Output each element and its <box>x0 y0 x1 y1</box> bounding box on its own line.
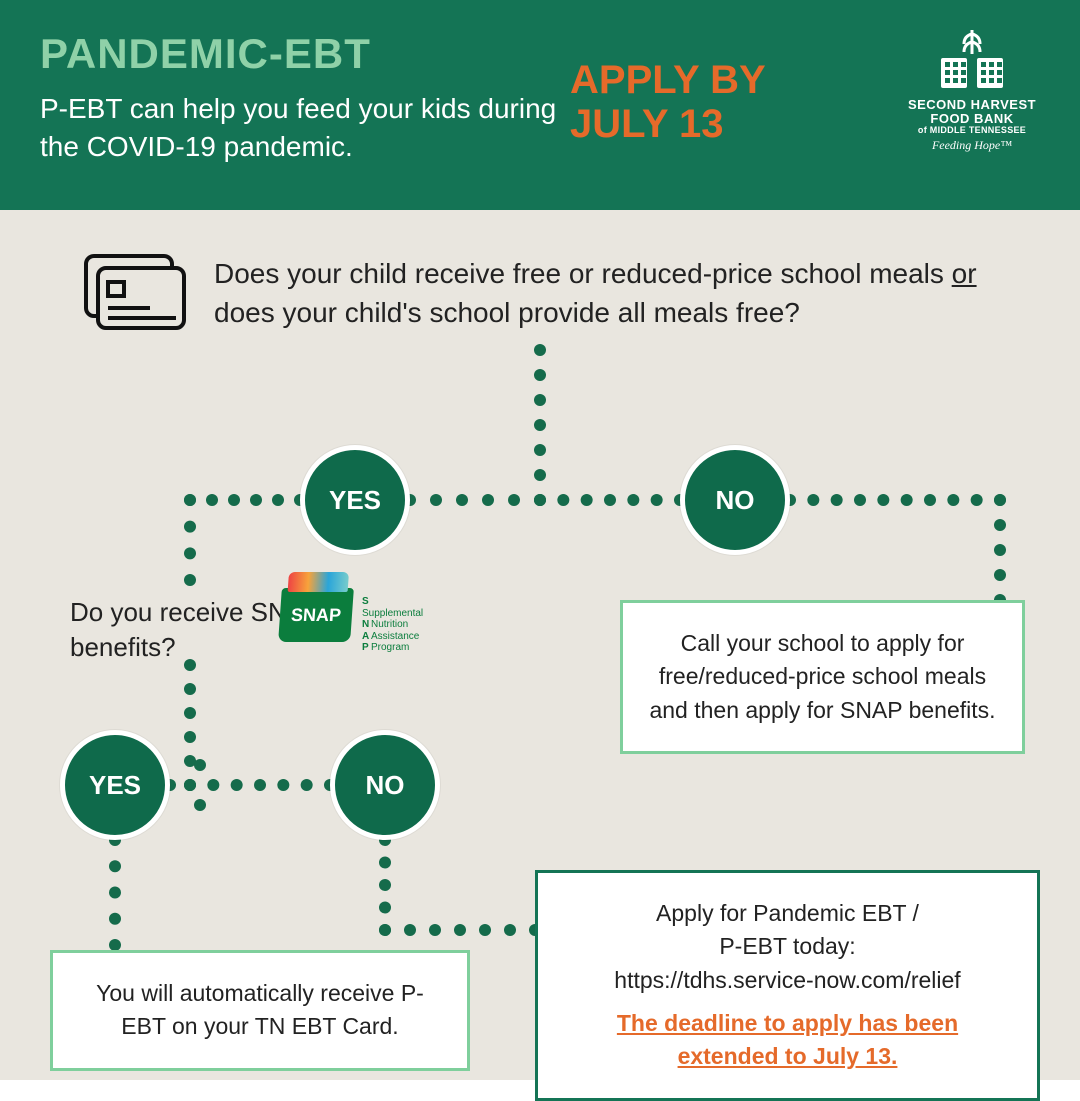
org-name-1: SECOND HARVEST <box>902 98 1042 112</box>
org-name-2: FOOD BANK <box>902 112 1042 126</box>
question-1: Does your child receive free or reduced-… <box>80 250 1020 336</box>
decision-no-meals: NO <box>680 445 790 555</box>
decision-no-snap: NO <box>330 730 440 840</box>
apply-line-a: Apply for Pandemic EBT / <box>656 900 919 926</box>
decision-yes-meals: YES <box>300 445 410 555</box>
apply-line-1: APPLY BY <box>570 58 766 102</box>
header-banner: PANDEMIC-EBT P-EBT can help you feed you… <box>0 0 1080 210</box>
infographic-root: PANDEMIC-EBT P-EBT can help you feed you… <box>0 0 1080 1080</box>
org-tagline: Feeding Hope™ <box>902 138 1042 153</box>
wheat-building-icon <box>927 24 1017 94</box>
ebt-card-icon <box>80 250 190 336</box>
decision-yes-snap: YES <box>60 730 170 840</box>
snap-logo: SNAP SSupplemental NNutrition AAssistanc… <box>280 588 430 642</box>
deadline-note: The deadline to apply has been extended … <box>564 1007 1011 1074</box>
question-1-text: Does your child receive free or reduced-… <box>214 254 1020 332</box>
snap-expansion: SSupplemental NNutrition AAssistance PPr… <box>362 596 430 654</box>
snap-bag-icon: SNAP <box>278 588 354 642</box>
org-region: of MIDDLE TENNESSEE <box>902 125 1042 135</box>
page-title: PANDEMIC-EBT <box>40 30 1040 78</box>
apply-deadline-callout: APPLY BY JULY 13 <box>570 58 766 146</box>
outcome-call-school: Call your school to apply for free/reduc… <box>620 600 1025 754</box>
apply-line-b: P-EBT today: <box>719 933 855 959</box>
org-logo: SECOND HARVEST FOOD BANK of MIDDLE TENNE… <box>902 24 1042 153</box>
apply-url: https://tdhs.service-now.com/relief <box>614 967 960 993</box>
page-subtitle: P-EBT can help you feed your kids during… <box>40 90 600 166</box>
outcome-apply-pebt: Apply for Pandemic EBT / P-EBT today: ht… <box>535 870 1040 1101</box>
outcome-auto-pebt: You will automatically receive P-EBT on … <box>50 950 470 1071</box>
apply-line-2: JULY 13 <box>570 102 723 146</box>
flowchart-body: Does your child receive free or reduced-… <box>0 210 1080 1080</box>
